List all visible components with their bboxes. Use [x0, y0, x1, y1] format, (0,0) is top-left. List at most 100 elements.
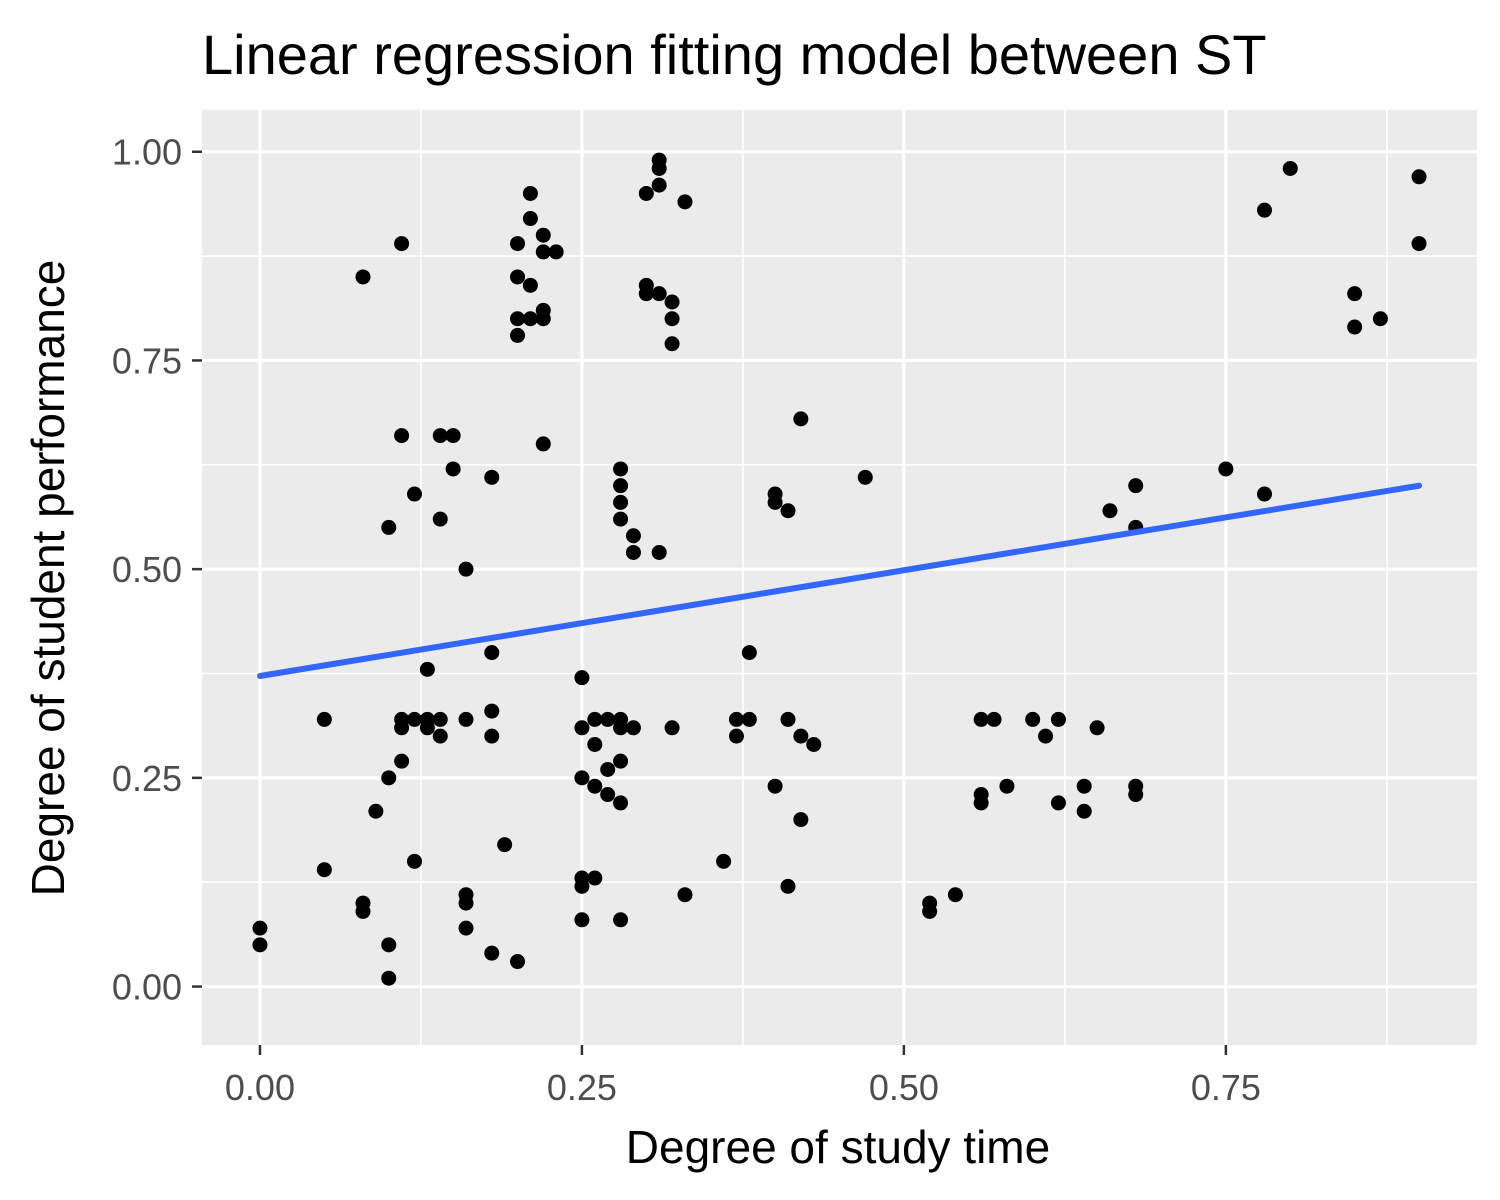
data-point [613, 795, 629, 811]
data-point [510, 236, 526, 252]
data-point [407, 853, 422, 869]
data-point [651, 160, 667, 176]
data-point [355, 903, 371, 919]
data-point [381, 519, 397, 535]
data-point [1282, 160, 1298, 176]
data-point [651, 544, 667, 560]
x-tick-label: 0.75 [1191, 1067, 1261, 1108]
data-point [986, 711, 1002, 727]
data-point [613, 720, 629, 736]
data-point [458, 895, 474, 911]
data-point [1128, 478, 1144, 494]
chart-title: Linear regression fitting model between … [202, 23, 1267, 86]
data-point [458, 561, 474, 577]
data-point [767, 494, 783, 510]
data-point [741, 645, 757, 661]
data-point [651, 286, 667, 302]
data-point [432, 711, 448, 727]
data-point [1128, 787, 1144, 803]
data-point [613, 511, 629, 527]
data-point [1076, 778, 1092, 794]
data-point [1076, 803, 1092, 819]
data-point [1372, 311, 1388, 327]
data-point [587, 870, 603, 886]
data-point [316, 711, 332, 727]
data-point [664, 311, 680, 327]
data-point [613, 478, 629, 494]
data-point [651, 177, 667, 193]
y-axis-title: Degree of student performance [22, 260, 74, 897]
data-point [368, 803, 384, 819]
data-point [574, 912, 590, 928]
data-point [458, 711, 474, 727]
major-gridlines [202, 110, 1477, 1045]
data-point [510, 269, 526, 285]
data-point [407, 486, 422, 502]
data-point [780, 878, 796, 894]
data-point [484, 469, 500, 485]
data-point [728, 711, 744, 727]
data-point [484, 703, 500, 719]
data-point [252, 937, 268, 953]
data-point [381, 937, 397, 953]
data-point [973, 795, 989, 811]
data-point [806, 736, 822, 752]
data-point [394, 720, 410, 736]
data-point [587, 778, 603, 794]
data-point [535, 436, 551, 452]
data-point [419, 661, 435, 677]
data-point [1089, 720, 1105, 736]
y-tick-label: 0.50 [112, 549, 182, 590]
data-point [728, 728, 744, 744]
data-point [407, 711, 422, 727]
data-point [548, 244, 564, 260]
data-point [1025, 711, 1041, 727]
data-point [716, 853, 732, 869]
data-point [793, 411, 809, 427]
data-point [677, 194, 693, 210]
data-point [510, 327, 526, 343]
data-point [1038, 728, 1054, 744]
minor-gridlines [202, 110, 1477, 1045]
data-point [574, 770, 590, 786]
data-point [1347, 319, 1363, 335]
data-point [767, 778, 783, 794]
data-point [638, 286, 654, 302]
data-point [625, 720, 641, 736]
data-point [535, 311, 551, 327]
data-point [613, 753, 629, 769]
y-axis: 0.00 0.25 0.50 0.75 1.00 [112, 132, 202, 1008]
data-point [535, 244, 551, 260]
data-point [973, 711, 989, 727]
data-point [1257, 486, 1272, 502]
data-point [1257, 202, 1272, 218]
data-point [522, 211, 538, 227]
data-point [793, 728, 809, 744]
data-point [510, 311, 526, 327]
data-point [381, 770, 397, 786]
data-point [535, 227, 551, 243]
data-point [522, 185, 538, 201]
data-point [574, 670, 590, 686]
data-point [613, 461, 629, 477]
y-tick-label: 1.00 [112, 132, 182, 173]
x-tick-label: 0.00 [225, 1067, 295, 1108]
data-point [1050, 711, 1066, 727]
data-point [741, 711, 757, 727]
data-point [497, 837, 513, 853]
data-point [355, 269, 371, 285]
y-tick-label: 0.25 [112, 758, 182, 799]
data-point [947, 887, 963, 903]
x-axis: 0.00 0.25 0.50 0.75 [225, 1045, 1261, 1108]
data-point [484, 645, 500, 661]
data-point [394, 236, 410, 252]
data-point [857, 469, 873, 485]
data-point [638, 185, 654, 201]
data-point [664, 720, 680, 736]
data-point [484, 728, 500, 744]
data-point [419, 720, 435, 736]
data-point [664, 294, 680, 310]
data-point [458, 920, 474, 936]
data-point [625, 528, 641, 544]
plot-panel [202, 110, 1477, 1045]
